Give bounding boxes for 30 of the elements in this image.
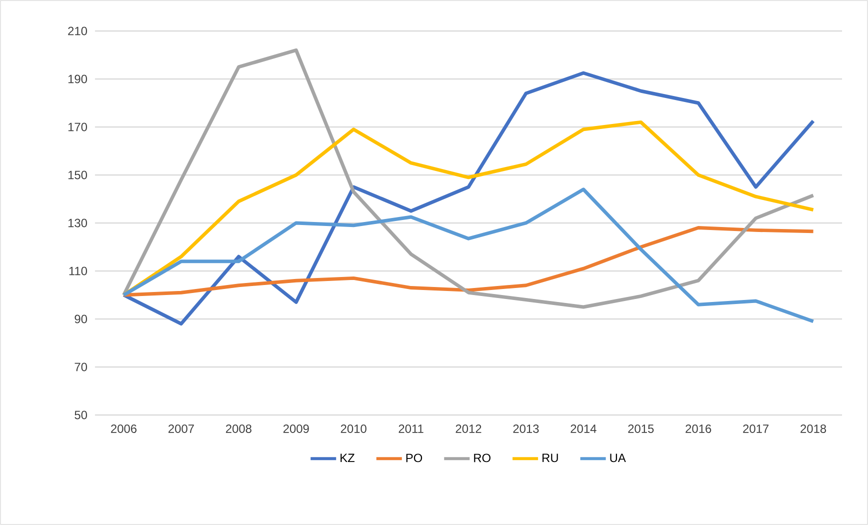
x-tick-label: 2010 <box>340 424 366 433</box>
y-tick-label: 150 <box>68 170 88 180</box>
y-tick-label: 170 <box>68 122 88 132</box>
y-tick-label: 130 <box>68 218 88 228</box>
y-tick-label: 90 <box>74 314 88 324</box>
y-tick-label: 210 <box>68 26 88 36</box>
x-tick-label: 2014 <box>570 424 596 433</box>
y-tick-label: 110 <box>69 266 88 276</box>
x-tick-label: 2016 <box>686 424 712 433</box>
x-tick-label: 2006 <box>111 424 137 433</box>
legend-label: KZ <box>340 454 355 462</box>
legend-label: RU <box>542 454 558 462</box>
x-tick-label: 2007 <box>168 424 194 433</box>
y-tick-label: 50 <box>74 410 88 420</box>
legend-label: UA <box>610 454 626 462</box>
line-series <box>122 188 816 324</box>
x-tick-label: 2012 <box>456 424 482 433</box>
x-tick-label: 2008 <box>226 424 252 433</box>
x-tick-label: 2011 <box>398 424 424 433</box>
line-series <box>122 226 816 297</box>
legend-label: PO <box>406 454 422 462</box>
x-tick-label: 2009 <box>283 424 309 433</box>
legend-label: RO <box>474 454 490 462</box>
line-series <box>122 120 816 297</box>
y-tick-label: 70 <box>74 362 88 372</box>
x-tick-label: 2013 <box>513 424 539 433</box>
x-tick-label: 2015 <box>628 424 654 433</box>
y-tick-label: 190 <box>68 74 88 84</box>
x-tick-label: 2018 <box>800 424 826 433</box>
x-tick-label: 2017 <box>743 424 769 433</box>
